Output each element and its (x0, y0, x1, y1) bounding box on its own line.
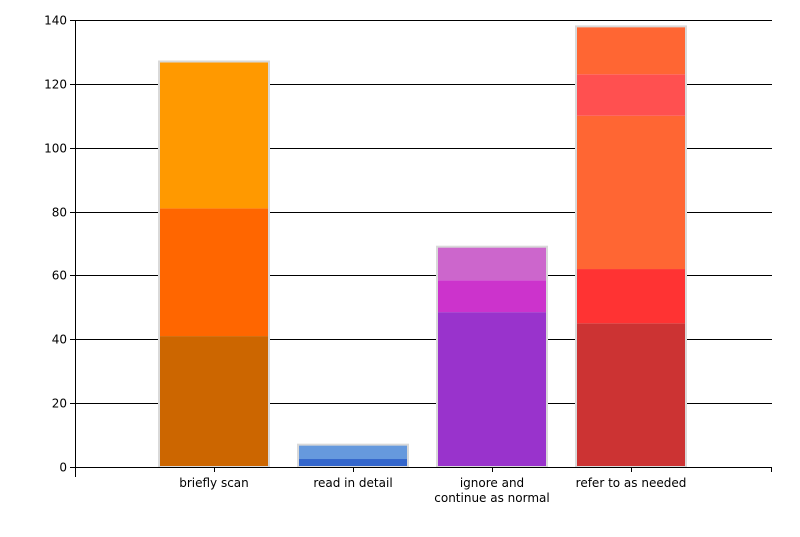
bar-segment (437, 312, 547, 467)
x-tick-label: refer to as needed (576, 476, 687, 490)
tick-labels: 0 20 40 60 80 100 120 140 briefly scan read in de… (44, 14, 686, 506)
bar-segment (576, 74, 686, 116)
bar-segment (437, 246, 547, 281)
bars (158, 25, 687, 469)
y-tick-label: 120 (44, 78, 67, 92)
bar-segment (159, 208, 269, 337)
y-tick-label: 80 (52, 206, 67, 220)
bar-segment (576, 115, 686, 270)
bar-segment (159, 61, 269, 209)
x-tick-label: read in detail (313, 476, 392, 490)
bar-segment (298, 444, 408, 460)
y-tick-label: 100 (44, 142, 67, 156)
bar-segment (437, 280, 547, 313)
x-tick-label: ignore and (460, 476, 524, 490)
x-tick-label: continue as normal (434, 491, 549, 505)
y-tick-label: 60 (52, 269, 67, 283)
x-tick-label: briefly scan (179, 476, 249, 490)
bar-segment (298, 459, 408, 467)
bar-segment (576, 26, 686, 75)
axes (70, 20, 772, 477)
y-tick-label: 40 (52, 333, 67, 347)
y-tick-label: 140 (44, 14, 67, 28)
y-tick-label: 0 (59, 461, 67, 475)
bar-segment (576, 269, 686, 324)
bar-segment (159, 336, 269, 467)
y-tick-label: 20 (52, 397, 67, 411)
bar-segment (576, 323, 686, 467)
